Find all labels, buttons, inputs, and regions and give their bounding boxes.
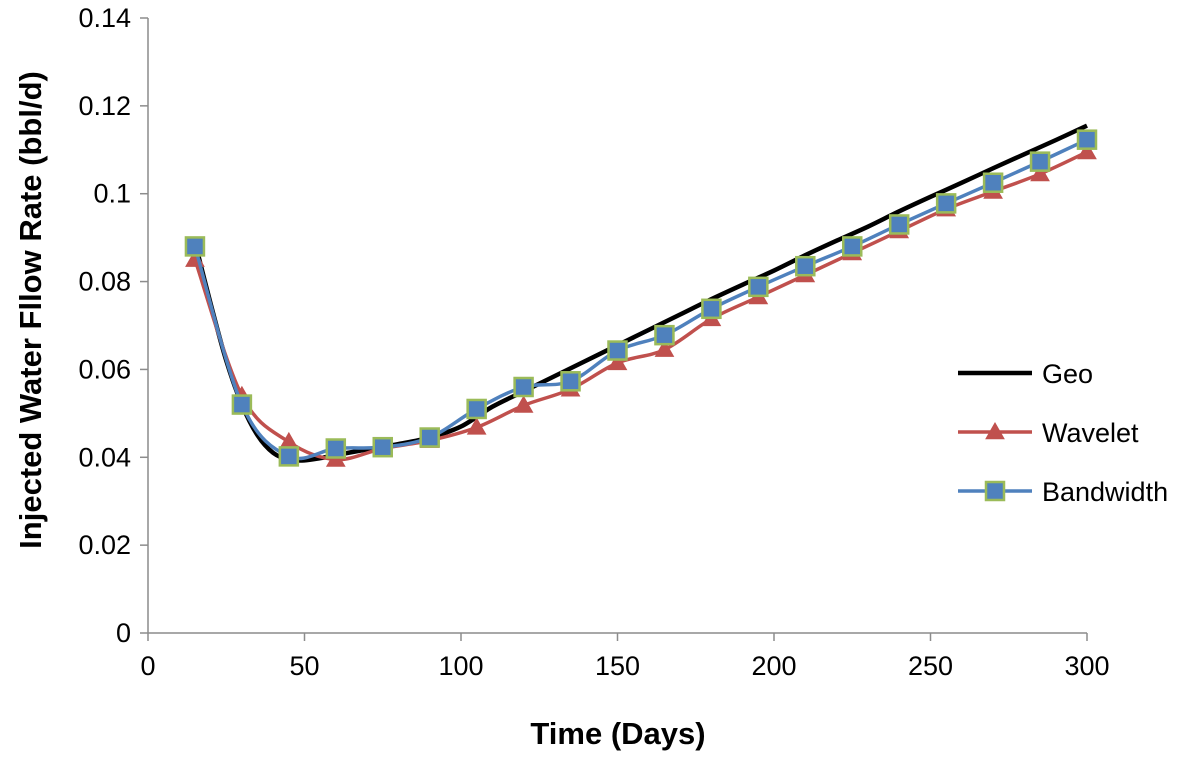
y-tick-label: 0.02: [78, 530, 131, 560]
legend-item-wavelet: Wavelet: [958, 418, 1139, 448]
y-tick-label: 0.1: [93, 179, 131, 209]
x-tick-label: 250: [908, 651, 953, 681]
x-tick-label: 150: [595, 651, 640, 681]
data-point-bandwidth: [419, 427, 440, 448]
y-tick-label: 0.06: [78, 354, 131, 384]
series-geo: [192, 123, 1088, 463]
data-point-bandwidth: [372, 436, 393, 458]
y-tick-label: 0.04: [78, 442, 131, 472]
data-point-bandwidth: [231, 394, 253, 415]
data-point-bandwidth: [278, 446, 300, 467]
data-point-bandwidth: [466, 398, 487, 420]
data-point-bandwidth: [795, 255, 816, 277]
data-point-bandwidth: [982, 172, 1004, 193]
data-point-wavelet: [607, 352, 628, 371]
legend: Geo Wavelet Bandwidth: [958, 359, 1168, 507]
data-point-bandwidth: [701, 298, 722, 320]
x-axis-title: Time (Days): [530, 716, 705, 751]
legend-label: Geo: [1042, 359, 1093, 389]
data-point-bandwidth: [842, 236, 863, 257]
data-point-bandwidth: [607, 340, 628, 361]
series-bandwidth: [184, 129, 1098, 467]
series-wavelet: [185, 141, 1097, 467]
data-point-bandwidth: [325, 438, 347, 459]
axes: 0 0.02 0.04 0.06 0.08 0.1 0.12 0.14 0 50 100 150 200…: [78, 3, 1109, 681]
data-point-wavelet: [513, 395, 534, 413]
x-tick-label: 300: [1064, 651, 1109, 681]
data-point-bandwidth: [513, 376, 534, 398]
data-point-bandwidth: [560, 371, 581, 392]
legend-item-bandwidth: Bandwidth: [958, 477, 1168, 507]
data-point-bandwidth: [1076, 129, 1098, 150]
x-tick-label: 50: [289, 651, 319, 681]
x-tick-label: 0: [140, 651, 155, 681]
data-point-bandwidth: [888, 214, 910, 235]
data-point-bandwidth: [1029, 151, 1051, 172]
y-tick-label: 0.08: [78, 267, 131, 297]
y-tick-label: 0.14: [78, 3, 131, 33]
series-layer: [184, 123, 1098, 467]
legend-label: Wavelet: [1042, 418, 1139, 448]
legend-swatch-marker: [984, 480, 1006, 502]
data-point-bandwidth: [935, 193, 957, 214]
data-point-wavelet: [1077, 141, 1097, 160]
y-axis-title: Injected Water Fllow Rate (bbl/d): [13, 71, 48, 549]
x-tick-label: 100: [438, 651, 483, 681]
data-point-wavelet: [1030, 163, 1050, 182]
series-line-geo: [192, 123, 1088, 463]
y-tick-label: 0.12: [78, 91, 131, 121]
legend-item-geo: Geo: [958, 359, 1093, 389]
data-point-bandwidth: [748, 276, 769, 298]
legend-swatch-marker: [985, 421, 1005, 440]
data-point-bandwidth: [654, 324, 675, 346]
y-tick-label: 0: [116, 618, 131, 648]
data-point-wavelet: [654, 339, 675, 357]
legend-label: Bandwidth: [1042, 477, 1168, 507]
x-tick-label: 200: [751, 651, 796, 681]
data-point-wavelet: [466, 417, 487, 435]
data-point-bandwidth: [184, 236, 206, 257]
